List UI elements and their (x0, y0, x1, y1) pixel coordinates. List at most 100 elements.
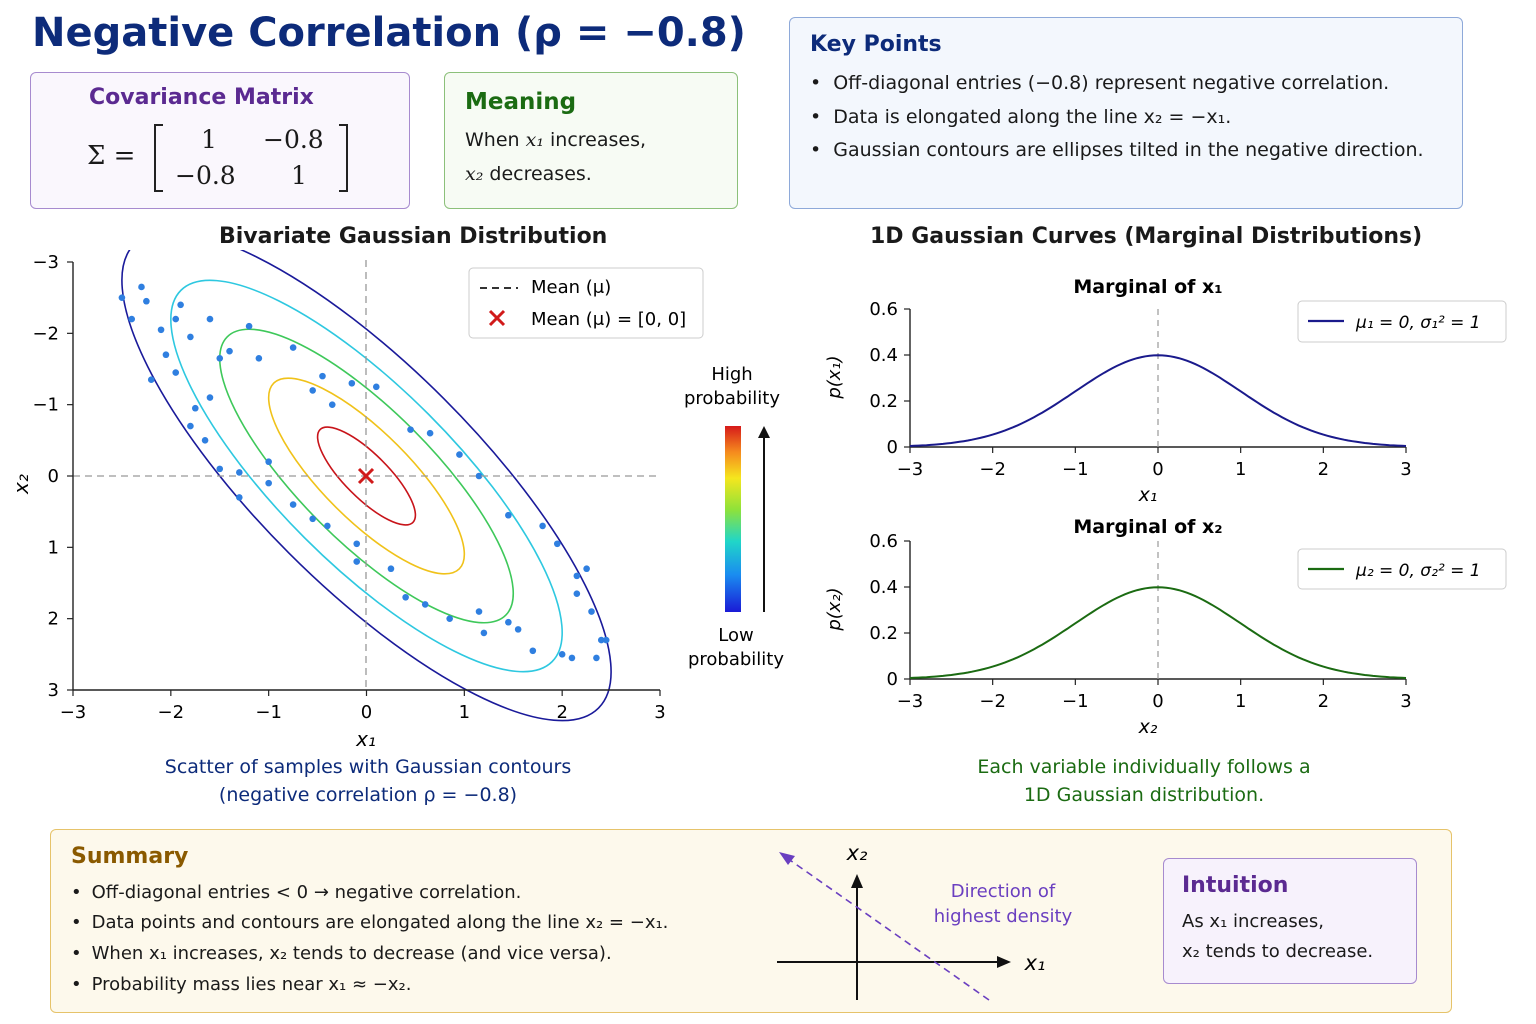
scatter-point (289, 501, 297, 508)
scatter-point (573, 590, 581, 597)
diagram-x2-label: x₂ (846, 841, 868, 865)
marginal-x1-title: Marginal of x₁ (1073, 276, 1222, 298)
marginal-ytick: 0.4 (869, 577, 898, 598)
page-title: Negative Correlation (ρ = −0.8) (32, 10, 746, 56)
scatter-point (529, 647, 537, 655)
scatter-point (372, 383, 380, 391)
key-points-heading: Key Points (810, 32, 942, 57)
marginal-xtick: 0 (1152, 691, 1163, 712)
marginal-x2-ylabel: p(x₂) (824, 587, 845, 631)
density-direction-arrow (779, 852, 795, 865)
bivariate-xtick: 3 (654, 702, 665, 723)
legend-mean-line: Mean (μ) (531, 277, 611, 298)
meaning-heading: Meaning (465, 89, 577, 115)
marginal-ytick: 0.4 (869, 345, 898, 366)
colorbar: High probability Low probability (684, 364, 784, 670)
marginal-x1-ylabel: p(x₁) (824, 355, 845, 399)
scatter-point (421, 601, 429, 608)
scatter-point (118, 294, 126, 301)
covariance-heading: Covariance Matrix (89, 85, 314, 110)
marginal-x1-chart: −3 −2 −1 0 1 2 3 0 0.2 0.4 0.6 (869, 299, 1411, 480)
scatter-point (206, 394, 214, 401)
scatter-point (216, 465, 224, 473)
scatter-point (236, 469, 243, 476)
marginal-charts: −3 −2 −1 0 1 2 3 0 0.2 0.4 0.6 −3 −2 −1 0 1 2 3 0 0.2 0.4 0.… (824, 276, 1507, 738)
scatter-point (573, 572, 581, 580)
scatter-point (309, 387, 316, 394)
scatter-point (236, 494, 243, 501)
matrix-entry-22: 1 (291, 161, 307, 190)
scatter-point (602, 636, 610, 644)
marginal-x2-title: Marginal of x₂ (1073, 516, 1222, 538)
marginal-ytick: 0.6 (869, 299, 898, 320)
bivariate-xtick: 0 (361, 702, 372, 723)
marginal-ytick: 0.2 (869, 391, 898, 412)
marginal-density-curve (909, 354, 1407, 447)
marginal-x2-xlabel: x₂ (1138, 716, 1158, 738)
scatter-point (201, 437, 209, 444)
scatter-point (255, 355, 263, 362)
intuition-panel: Intuition As x₁ increases, x₂ tends to d… (1163, 858, 1417, 984)
scatter-point (583, 565, 590, 573)
scatter-point (187, 422, 194, 430)
scatter-point (475, 608, 483, 615)
marginal-x2-legend-label: μ₂ = 0, σ₂² = 1 (1355, 561, 1481, 581)
scatter-point (319, 372, 326, 380)
bivariate-ytick: −3 (32, 252, 59, 273)
bivariate-legend: Mean (μ) Mean (μ) = [0, 0] (468, 267, 704, 339)
bivariate-xtick: −1 (255, 702, 282, 723)
bivariate-xtick: −2 (158, 702, 185, 723)
matrix-entry-11: 1 (201, 125, 217, 154)
scatter-point (505, 511, 512, 519)
matrix-entry-21: −0.8 (175, 161, 236, 190)
colorbar-high-2: probability (684, 388, 780, 409)
colorbar-high-1: High (711, 364, 752, 385)
marginal-density-curve (909, 586, 1407, 679)
marginal-x2-chart: −3 −2 −1 0 1 2 3 0 0.2 0.4 0.6 (869, 531, 1411, 712)
scatter-point (568, 654, 576, 662)
scatter-point (553, 540, 561, 548)
bivariate-caption-1: Scatter of samples with Gaussian contour… (164, 756, 572, 778)
scatter-point (558, 651, 566, 658)
scatter-point (353, 540, 361, 548)
marginal-x2-legend: μ₂ = 0, σ₂² = 1 (1297, 548, 1507, 590)
scatter-point (206, 315, 214, 323)
marginal-xtick: −2 (979, 459, 1006, 480)
marginal-x1-legend-label: μ₁ = 0, σ₁² = 1 (1355, 313, 1481, 333)
diagram-x1-label: x₁ (1024, 951, 1046, 975)
summary-item-4: Probability mass lies near x₁ ≈ −x₂. (71, 974, 412, 995)
bivariate-ytick: −1 (32, 395, 59, 416)
marginal-xtick: 2 (1318, 459, 1329, 480)
scatter-point (456, 451, 463, 458)
bivariate-ytick: 3 (48, 680, 59, 701)
scatter-point (353, 558, 361, 565)
scatter-point (407, 426, 414, 433)
covariance-matrix-panel: Covariance Matrix Σ = 1 −0.8 −0.8 1 (30, 72, 410, 209)
bivariate-xtick: 2 (556, 702, 567, 723)
scatter-point (402, 593, 409, 601)
marginal-x1-legend: μ₁ = 0, σ₁² = 1 (1297, 300, 1507, 343)
scatter-point (514, 626, 522, 633)
marginal-xtick: −3 (897, 691, 924, 712)
scatter-point (187, 333, 194, 341)
scatter-point (172, 315, 180, 323)
scatter-point (157, 326, 165, 334)
bivariate-title: Bivariate Gaussian Distribution (219, 224, 608, 249)
summary-item-2: Data points and contours are elongated a… (71, 912, 669, 933)
meaning-panel: Meaning When x₁ increases, x₂ decreases. (444, 72, 738, 209)
summary-item-3: When x₁ increases, x₂ tends to decrease … (71, 943, 612, 964)
scatter-point (143, 297, 150, 305)
bivariate-ytick: −2 (32, 323, 59, 344)
scatter-point (593, 654, 600, 662)
scatter-point (265, 458, 272, 466)
scatter-point (539, 522, 546, 530)
scatter-point (505, 618, 512, 626)
scatter-point (138, 283, 145, 291)
matrix-brackets (154, 124, 348, 192)
scatter-point (324, 522, 331, 530)
key-point-1: Off-diagonal entries (−0.8) represent ne… (810, 72, 1389, 94)
scatter-point (348, 379, 356, 387)
colorbar-gradient (725, 426, 741, 612)
